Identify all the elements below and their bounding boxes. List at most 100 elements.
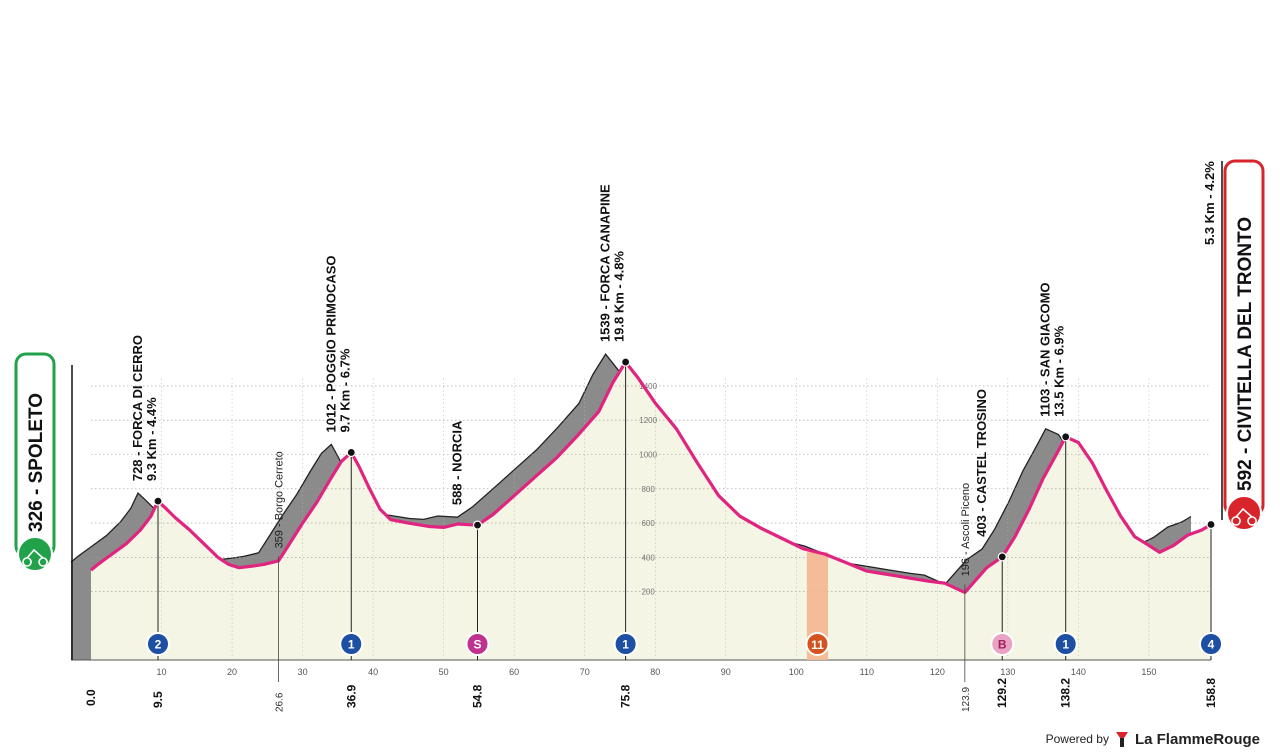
landmark-km: 9.5 <box>151 691 165 708</box>
landmark-km: 123.9 <box>961 687 972 712</box>
feed-zone-icon-label: 11 <box>811 638 824 652</box>
y-tick-label: 1200 <box>639 416 657 425</box>
landmark: 1103 - SAN GIACOMO 13.5 Km - 6.9% 1 138.2 <box>1038 282 1078 708</box>
powered-by-label: Powered by <box>1045 732 1109 746</box>
landmark-dot <box>621 357 631 367</box>
landmark-icon-label: 4 <box>1208 638 1215 652</box>
feed-zone-icon <box>805 632 830 656</box>
landmark-icon-label: 1 <box>622 638 629 652</box>
landmark: 728 - FORCA DI CERRO 9.3 Km - 4.4% 2 9.5 <box>130 335 171 708</box>
x-tick-label: 90 <box>721 667 731 677</box>
start-finish-badges: 326 - SPOLETO 592 - CIVITELLA DEL TRONTO 5… <box>14 159 1265 660</box>
start-badge: 326 - SPOLETO <box>14 352 56 572</box>
x-axis: 10 20 30 40 50 60 70 80 90 100 110 120 130 140 150 0.0 <box>84 667 1156 706</box>
landmark-icon-label: 1 <box>348 638 355 652</box>
x-tick-label: 120 <box>930 667 945 677</box>
profile-area <box>71 362 1211 661</box>
landmark-category-icon <box>613 632 638 656</box>
start-badge-bike-glyph <box>22 548 48 567</box>
feed-zone: 11 <box>805 552 830 660</box>
start-badge-name: 326 - SPOLETO <box>26 393 47 532</box>
landmark-km: 75.8 <box>619 684 633 708</box>
x-tick-label: 10 <box>157 667 167 677</box>
landmark-dot <box>1061 432 1071 442</box>
landmark-category-icon <box>990 632 1015 656</box>
x-tick-label: 20 <box>227 667 237 677</box>
x-tick-label: 50 <box>439 667 449 677</box>
finish-badge: 592 - CIVITELLA DEL TRONTO <box>1223 159 1265 531</box>
landmark-dot <box>472 520 483 530</box>
landmark-dot <box>153 496 163 506</box>
landmark-km: 158.8 <box>1204 678 1218 708</box>
x-tick-label: 130 <box>1000 667 1015 677</box>
landmark: 196 - Ascoli Piceno 123.9 <box>960 483 972 712</box>
landmark-detail: 19.8 Km - 4.8% <box>612 251 627 342</box>
landmark-category-icon <box>146 632 171 656</box>
landmark-name: 728 - FORCA DI CERRO <box>130 335 145 481</box>
finish-climb-detail: 5.3 Km - 4.2% <box>1202 161 1217 245</box>
y-tick-label: 600 <box>641 519 655 528</box>
landmark-category-icon <box>1053 632 1078 656</box>
landmark: 1012 - POGGIO PRIMOCASO 9.7 Km - 6.7% 1 36.… <box>323 255 364 708</box>
landmark-dot <box>997 552 1007 562</box>
flamme-rouge-logo-icon <box>1115 732 1128 747</box>
landmark-name: 1103 - SAN GIACOMO <box>1038 282 1053 416</box>
landmark-name: 403 - CASTEL TROSINO <box>974 389 989 537</box>
brand-name: La FlammeRouge <box>1134 730 1260 748</box>
route-path <box>89 360 1212 594</box>
landmark-name: 1539 - FORCA CANAPINE <box>598 184 613 342</box>
landmark: 403 - CASTEL TROSINO B 129.2 <box>974 389 1015 708</box>
landmark-category-icon <box>465 632 490 656</box>
landmark-icon-label: S <box>473 638 481 652</box>
landmark-category-icon <box>1199 632 1223 656</box>
landmark: 4 158.8 <box>1199 519 1223 708</box>
feed-zone-band <box>806 552 829 660</box>
landmark-dot <box>346 447 356 458</box>
landmark-name: 359 - Borgo Cerreto <box>274 451 286 548</box>
y-tick-label: 400 <box>641 553 655 562</box>
x-tick-label: 70 <box>580 667 590 677</box>
y-tick-label: 1400 <box>639 382 657 391</box>
finish-badge-bike-glyph <box>1231 507 1257 526</box>
finish-badge-bike-icon <box>1226 495 1262 531</box>
landmark-name: 196 - Ascoli Piceno <box>960 483 972 577</box>
landmark-km: 36.9 <box>344 684 358 708</box>
x-tick-label: 60 <box>509 667 519 677</box>
profile-fill <box>91 362 1211 660</box>
landmark-name: 1012 - POGGIO PRIMOCASO <box>323 255 338 432</box>
landmarks: 728 - FORCA DI CERRO 9.3 Km - 4.4% 2 9.5 359… <box>130 184 1223 712</box>
landmark-name: 588 - NORCIA <box>449 420 464 505</box>
grid-lines: 200 400 600 800 1000 1200 1400 <box>91 377 1211 660</box>
finish-badge-name: 592 - CIVITELLA DEL TRONTO <box>1235 217 1256 491</box>
x-tick-label: 80 <box>650 667 660 677</box>
x-tick-label: 30 <box>298 667 308 677</box>
x-tick-label: 110 <box>860 667 874 677</box>
y-tick-label: 800 <box>641 485 655 494</box>
landmark-detail: 9.7 Km - 6.7% <box>337 348 352 432</box>
landmark-icon-label: 2 <box>155 638 162 652</box>
y-tick-label: 200 <box>641 588 655 597</box>
x-tick-label: 100 <box>789 667 804 677</box>
landmark: 359 - Borgo Cerreto 26.6 <box>274 451 286 712</box>
landmark: 588 - NORCIA S 54.8 <box>449 420 490 708</box>
landmark-icon-label: 1 <box>1062 638 1069 652</box>
landmark-km: 138.2 <box>1059 678 1073 708</box>
landmark: 1539 - FORCA CANAPINE 19.8 Km - 4.8% 1 75.8 <box>598 184 638 708</box>
y-tick-label: 1000 <box>639 451 657 460</box>
landmark-icon-label: B <box>998 638 1007 652</box>
x-tick-label: 140 <box>1071 667 1086 677</box>
landmark-km: 54.8 <box>470 684 484 708</box>
landmark-detail: 13.5 Km - 6.9% <box>1052 325 1067 416</box>
start-km: 0.0 <box>84 689 98 706</box>
landmark-km: 129.2 <box>995 678 1009 708</box>
x-tick-label: 40 <box>368 667 378 677</box>
landmark-dot <box>1206 519 1216 530</box>
landmark-category-icon <box>339 632 364 656</box>
landmark-km: 26.6 <box>275 692 286 712</box>
start-badge-bike-icon <box>17 536 53 572</box>
route-line <box>89 360 1212 594</box>
x-tick-label: 150 <box>1141 667 1156 677</box>
landmark-detail: 9.3 Km - 4.4% <box>144 397 159 481</box>
footer: Powered by La FlammeRouge <box>1046 730 1260 748</box>
